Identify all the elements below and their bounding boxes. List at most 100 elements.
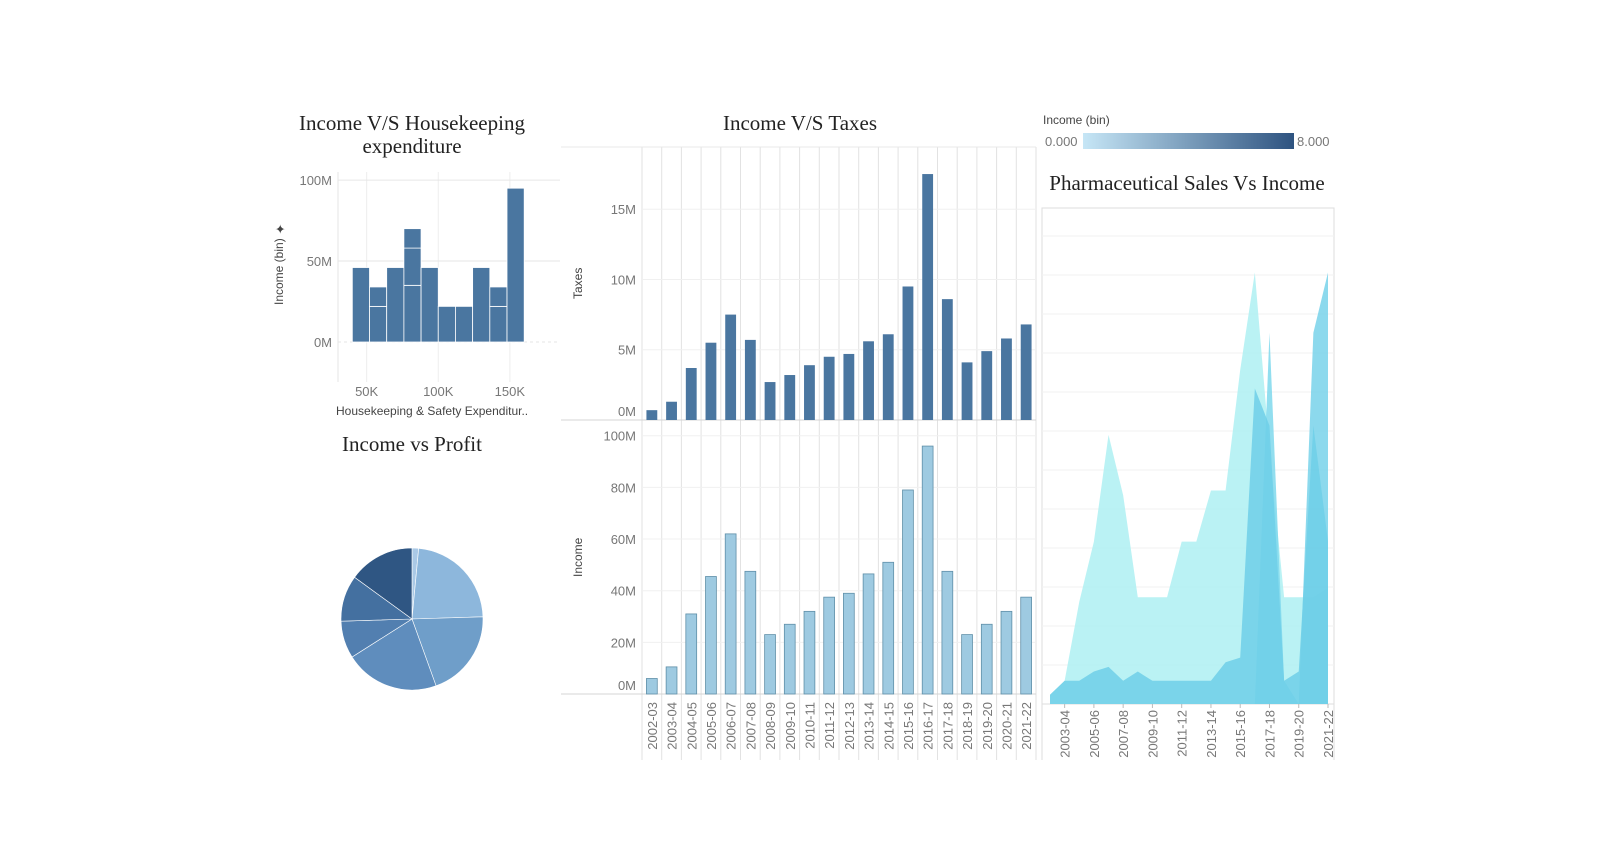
y-tick-label: 0M <box>618 404 636 419</box>
income-bar <box>783 623 796 695</box>
income-bin-legend[interactable]: Income (bin) 0.000 8.000 <box>1043 113 1330 149</box>
year-tick-label: 2006-07 <box>724 702 739 750</box>
histogram-x-tick-label: 150K <box>495 384 526 399</box>
histogram-bar-segment <box>472 267 491 343</box>
pie-slices <box>340 547 484 691</box>
pharma-x-tick-label: 2003-04 <box>1058 710 1073 758</box>
pin-icon[interactable]: ✦ <box>273 223 288 234</box>
histogram-title-line-1: Income V/S Housekeeping <box>299 111 525 135</box>
taxes-bar <box>961 362 973 420</box>
histogram-x-axis-label: Housekeeping & Safety Expenditur.. <box>336 404 528 418</box>
pharma-x-tick-label: 2011-12 <box>1175 710 1190 757</box>
year-tick-label: 2013-14 <box>862 702 877 750</box>
taxes-bar <box>666 401 677 420</box>
pie-slice <box>411 616 484 687</box>
y-tick-label: 0M <box>618 678 636 693</box>
pie-title: Income vs Profit <box>342 432 482 456</box>
legend-min-value: 0.000 <box>1045 134 1078 149</box>
taxes-bar <box>882 334 894 420</box>
income-bar <box>685 613 698 695</box>
year-tick-label: 2004-05 <box>684 702 699 750</box>
pie-slice <box>351 618 437 691</box>
histogram-x-tick-label: 100K <box>423 384 454 399</box>
pharma-areas <box>1050 272 1328 704</box>
income-bar <box>1020 596 1032 695</box>
pharma-area-chart: Pharmaceutical Sales Vs Income 2003-04 20… <box>1041 171 1336 760</box>
y-tick-label: 100M <box>603 429 636 444</box>
taxes-bar <box>784 375 796 420</box>
income-bars <box>646 445 1032 695</box>
year-tick-label: 2003-04 <box>665 702 680 750</box>
year-tick-label: 2020-21 <box>999 702 1014 750</box>
histogram-bar-segment <box>403 228 422 249</box>
income-bar <box>980 623 993 695</box>
income-bar <box>823 596 835 695</box>
year-tick-label: 2019-20 <box>980 702 995 750</box>
income-bar <box>646 678 658 695</box>
y-tick-label: 15M <box>611 202 636 217</box>
histogram-bar-segment <box>403 247 422 286</box>
year-tick-label: 2005-06 <box>704 702 719 750</box>
histogram-gridlines <box>337 172 560 382</box>
histogram-y-tick-label: 100M <box>299 173 332 188</box>
year-tick-label: 2009-10 <box>783 702 798 750</box>
taxes-bar <box>1001 338 1012 420</box>
histogram-chart: Income V/S Housekeeping expenditure 100M… <box>272 111 560 418</box>
pharma-x-tick-label: 2005-06 <box>1087 710 1102 758</box>
year-tick-label: 2014-15 <box>881 702 896 750</box>
y-tick-label: 5M <box>618 343 636 358</box>
taxes-bar <box>705 342 717 420</box>
histogram-bar-segment <box>351 267 370 343</box>
year-tick-label: 2011-12 <box>822 702 837 749</box>
income-bar <box>921 445 934 695</box>
taxes-bar <box>764 382 776 420</box>
pharma-x-tick-label: 2019-20 <box>1292 710 1307 758</box>
y-tick-label: 20M <box>611 635 636 650</box>
pie-slice <box>411 547 484 620</box>
histogram-bar-segment <box>489 286 508 307</box>
income-bar <box>803 610 816 695</box>
legend-title: Income (bin) <box>1043 113 1110 127</box>
income-taxes-chart: Income V/S Taxes 15M 10M 5M 0M 100M 80M 60M 40… <box>561 111 1037 760</box>
y-tick-label: 10M <box>611 272 636 287</box>
pie-chart: Income vs Profit <box>340 432 484 691</box>
year-tick-label: 2008-09 <box>763 702 778 750</box>
taxes-bar <box>941 299 953 420</box>
histogram-bar-segment <box>369 305 388 343</box>
year-tick-label: 2007-08 <box>743 702 758 750</box>
income-bar <box>1000 610 1013 695</box>
histogram-bar-segment <box>386 267 405 343</box>
pharma-x-tick-label: 2017-18 <box>1262 710 1277 758</box>
income-y-ticks: 100M 80M 60M 40M 20M 0M <box>603 429 636 693</box>
income-bar <box>843 592 855 695</box>
histogram-y-ticks: 100M 50M 0M <box>299 173 332 350</box>
y-tick-label: 80M <box>611 480 636 495</box>
taxes-bar <box>725 314 737 420</box>
income-bar <box>764 634 776 695</box>
y-tick-label: 40M <box>611 584 636 599</box>
taxes-bar <box>804 365 815 420</box>
legend-color-ramp <box>1083 133 1294 149</box>
histogram-bar-segment <box>506 187 525 343</box>
year-tick-label: 2015-16 <box>901 702 916 750</box>
taxes-bar <box>902 286 914 420</box>
income-axis-label: Income <box>571 537 585 577</box>
taxes-y-ticks: 15M 10M 5M 0M <box>611 202 636 419</box>
income-bar <box>705 576 717 695</box>
pharma-title: Pharmaceutical Sales Vs Income <box>1049 171 1324 195</box>
income-bar <box>665 666 678 695</box>
income-taxes-title: Income V/S Taxes <box>723 111 877 135</box>
pharma-x-tick-label: 2007-08 <box>1116 710 1131 758</box>
histogram-bar-segment <box>437 305 456 343</box>
taxes-axis-label: Taxes <box>571 268 585 299</box>
legend-max-value: 8.000 <box>1297 134 1330 149</box>
histogram-bar-segment <box>420 267 439 343</box>
taxes-bar <box>863 341 874 420</box>
taxes-bar <box>744 339 756 420</box>
y-tick-label: 60M <box>611 532 636 547</box>
histogram-title-line-2: expenditure <box>362 134 461 158</box>
year-tick-label: 2010-11 <box>802 702 817 749</box>
year-tick-label: 2017-18 <box>940 702 955 750</box>
year-tick-label: 2021-22 <box>1019 702 1034 750</box>
